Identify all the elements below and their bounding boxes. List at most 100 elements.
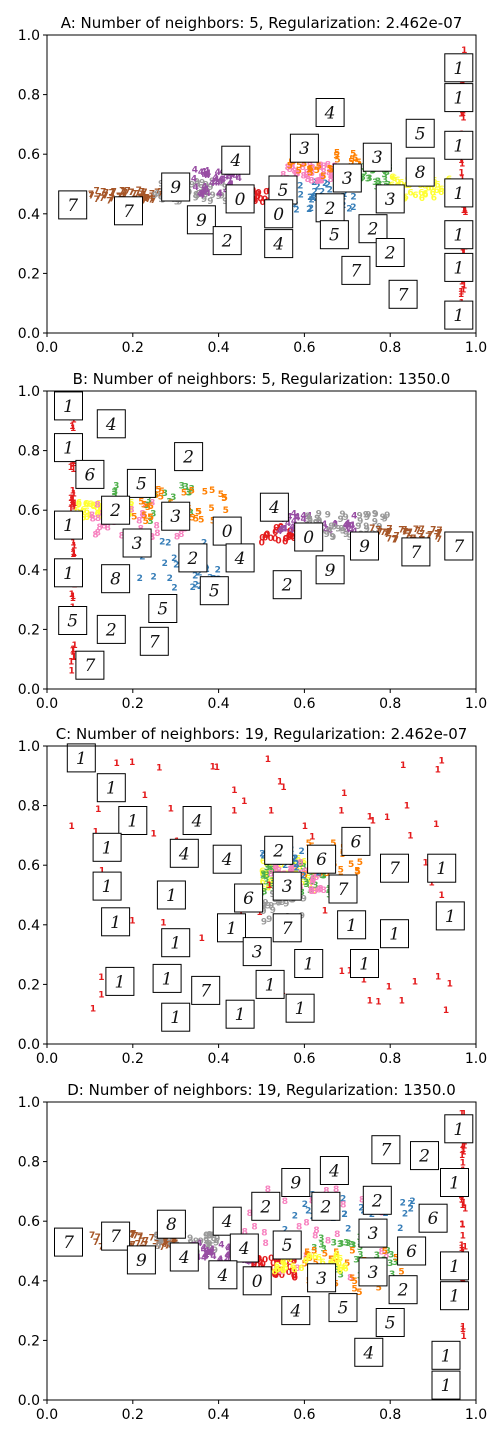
thumbnail-digit: 1 [63, 397, 74, 417]
scatter-point: 0 [254, 190, 260, 200]
scatter-point: 3 [365, 174, 371, 184]
scatter-point: 4 [216, 190, 222, 200]
thumbnail-frame [294, 949, 324, 978]
scatter-point: 2 [298, 191, 304, 201]
scatter-point: 5 [350, 150, 356, 160]
scatter-point: 2 [171, 554, 177, 564]
chart-panel: D: Number of neighbors: 19, Regularizati… [18, 1081, 487, 1423]
scatter-point: 2 [311, 188, 317, 198]
thumbnail-digit: 1 [265, 975, 276, 995]
thumbnail-digit: 8 [110, 570, 121, 590]
thumbnail-frame [242, 1266, 272, 1296]
thumbnail-digit: 4 [238, 1239, 250, 1259]
thumbnail-digit: 1 [449, 1257, 460, 1277]
thumbnail-digit: 2 [397, 1281, 409, 1301]
thumbnail-digit: 6 [84, 465, 95, 485]
scatter-point: 8 [323, 1187, 329, 1197]
scatter-point: 5 [218, 490, 224, 500]
scatter-point: 1 [72, 499, 78, 509]
image-thumbnail: 7 [75, 650, 105, 680]
scatter-point: 9 [207, 1244, 213, 1254]
scatter-point: 7 [130, 1231, 136, 1241]
image-thumbnail: 7 [328, 874, 358, 904]
scatter-point: 4 [197, 190, 203, 200]
scatter-point: 1 [460, 113, 466, 123]
thumbnail-frame [272, 1230, 302, 1260]
scatter-point: 9 [200, 188, 206, 198]
thumbnail-frame [397, 1236, 427, 1266]
scatter-point: 6 [298, 1264, 304, 1274]
image-thumbnail: 7 [380, 853, 409, 883]
thumbnail-frame [440, 1168, 469, 1197]
scatter-point: 1 [71, 457, 77, 467]
chart-panel: C: Number of neighbors: 19, Regularizati… [18, 725, 487, 1067]
image-thumbnail: 4 [212, 844, 242, 874]
scatter-point: 1 [160, 919, 166, 929]
scatter-point: 1 [156, 764, 162, 774]
scatter-point: 1 [404, 802, 410, 812]
image-thumbnail: 3 [375, 184, 405, 214]
scatter-point: 9 [205, 1241, 211, 1251]
thumbnail-digit: 1 [114, 972, 125, 992]
scatter-point: 3 [298, 860, 304, 870]
scatter-point: 5 [356, 158, 362, 168]
scatter-point: 9 [270, 906, 276, 916]
scatter-point: 7 [436, 535, 442, 545]
scatter-point: 3 [260, 870, 266, 880]
scatter-point: 8 [294, 169, 300, 179]
scatter-point: 9 [176, 198, 182, 208]
scatter-point: 4 [278, 525, 284, 535]
scatter-point: 2 [311, 178, 317, 188]
thumbnail-digit: 5 [209, 582, 220, 602]
thumbnail-digit: 1 [346, 916, 357, 936]
scatter-point: 6 [338, 1264, 344, 1274]
thumbnail-frame [186, 205, 216, 235]
scatter-point: 9 [357, 517, 363, 527]
scatter-point: 7 [137, 1232, 143, 1242]
scatter-point: 1 [70, 645, 76, 655]
scatter-point: 3 [357, 1243, 363, 1253]
scatter-point: 8 [268, 869, 274, 879]
scatter-point: 7 [393, 532, 399, 542]
scatter-point: 9 [204, 1240, 210, 1250]
scatter-point: 9 [384, 511, 390, 521]
scatter-point: 9 [299, 912, 305, 922]
scatter-point: 4 [224, 1251, 230, 1261]
scatter-point: 1 [462, 208, 468, 218]
thumbnail-digit: 7 [338, 880, 349, 900]
scatter-point: 7 [109, 188, 115, 198]
thumbnail-digit: 1 [170, 934, 181, 954]
y-tick-label: 0.0 [18, 1393, 40, 1409]
scatter-point: 0 [286, 533, 292, 543]
scatter-point: 6 [90, 501, 96, 511]
scatter-point: 8 [92, 531, 98, 541]
scatter-point: 1 [459, 160, 465, 170]
scatter-point: 6 [278, 860, 284, 870]
scatter-point: 4 [288, 526, 294, 536]
scatter-point: 9 [203, 1232, 209, 1242]
image-thumbnail: 2 [388, 1275, 418, 1305]
scatter-point: 6 [291, 862, 297, 872]
thumbnail-digit: 7 [63, 1233, 74, 1253]
scatter-point: 7 [435, 530, 441, 540]
image-thumbnail: 4 [225, 543, 255, 573]
thumbnail-digit: 3 [316, 1269, 327, 1289]
scatter-point: 8 [90, 514, 96, 524]
scatter-point: 6 [301, 858, 307, 868]
scatter-point: 4 [223, 173, 229, 183]
thumbnail-frame [255, 969, 285, 999]
scatter-point: 0 [287, 531, 293, 541]
scatter-point: 9 [355, 522, 361, 532]
scatter-point: 0 [251, 1261, 257, 1271]
scatter-point: 2 [397, 1224, 403, 1234]
scatter-point: 6 [306, 1252, 312, 1262]
scatter-point: 7 [391, 536, 397, 546]
scatter-point: 0 [257, 1258, 263, 1268]
y-tick-label: 0.6 [18, 147, 40, 163]
x-tick-label: 0.8 [379, 696, 401, 712]
scatter-point: 4 [323, 526, 329, 536]
y-tick-label: 1.0 [18, 384, 40, 400]
scatter-point: 5 [326, 164, 332, 174]
scatter-point: 7 [134, 190, 140, 200]
x-tick-label: 0.2 [122, 340, 144, 356]
